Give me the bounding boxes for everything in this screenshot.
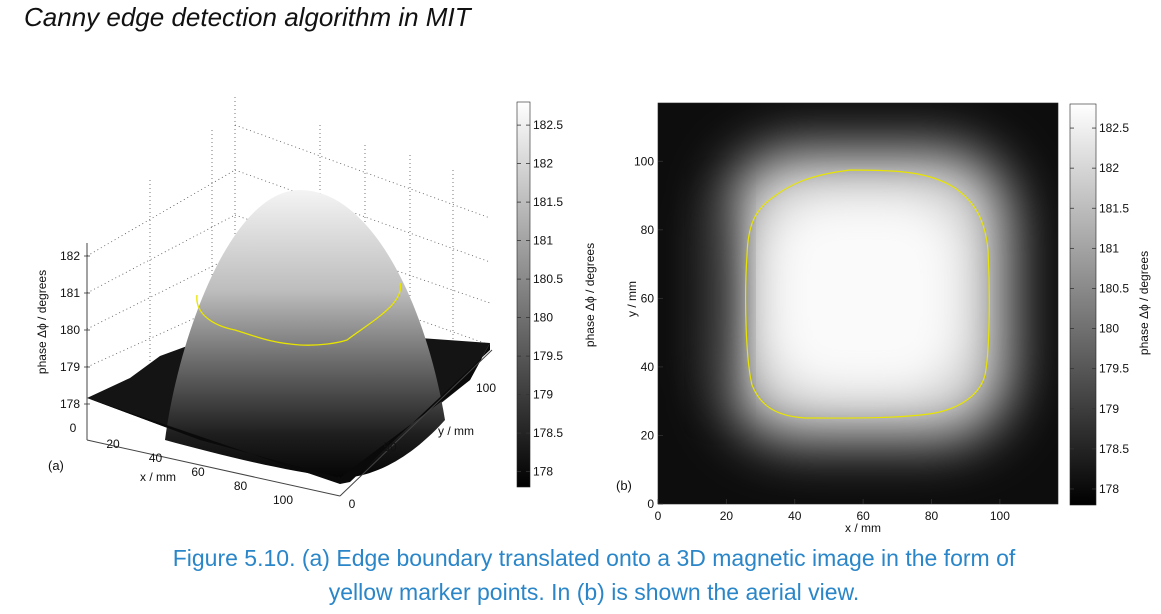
panel-label-a: (a) xyxy=(48,458,64,473)
colorbar-tick-label: 179 xyxy=(533,388,553,402)
y-tick-label: 100 xyxy=(634,154,654,168)
colorbar-tick-label: 182.5 xyxy=(1099,121,1129,135)
figure-caption-line1: Figure 5.10. (a) Edge boundary translate… xyxy=(172,545,1016,571)
colorbar-label-b: phase Δϕ / degrees xyxy=(1137,251,1151,355)
y-tick-label: 0 xyxy=(647,497,654,511)
z-tick-label: 179 xyxy=(60,360,80,374)
x-tick-label: 40 xyxy=(149,451,163,465)
y-axis-label-b: y / mm xyxy=(625,281,639,317)
surface-hill xyxy=(165,190,445,478)
colorbar-tick-label: 181 xyxy=(533,234,553,248)
colorbar-tick-label: 178.5 xyxy=(533,426,563,440)
z-tick-label: 181 xyxy=(60,286,80,300)
y-tick-label: 0 xyxy=(349,497,356,511)
colorbar-a xyxy=(516,101,531,488)
colorbar-tick-label: 179.5 xyxy=(533,349,563,363)
y-tick-label: 80 xyxy=(641,223,655,237)
plot-frame-b xyxy=(657,102,1059,505)
colorbar-tick-label: 182.5 xyxy=(533,118,563,132)
x-tick-label: 20 xyxy=(720,509,734,523)
colorbar-tick-label: 181.5 xyxy=(1099,201,1129,215)
x-tick-label: 100 xyxy=(273,493,293,507)
y-axis-label-a: y / mm xyxy=(438,424,474,438)
colorbar-tick-label: 180.5 xyxy=(533,272,563,286)
y-tick-label: 20 xyxy=(641,428,655,442)
x-tick-label: 0 xyxy=(655,509,662,523)
y-tick-label: 50 xyxy=(383,440,397,454)
colorbar-tick-label: 180.5 xyxy=(1099,281,1129,295)
colorbar-tick-label: 178 xyxy=(533,465,553,479)
x-tick-label: 20 xyxy=(106,437,120,451)
z-tick-label: 180 xyxy=(60,323,80,337)
x-tick-label: 60 xyxy=(856,509,870,523)
edge-contour-b xyxy=(745,169,990,419)
figure-caption-line2: yellow marker points. In (b) is shown th… xyxy=(328,579,860,605)
edge-contour-a xyxy=(196,282,402,346)
colorbar-tick-label: 179 xyxy=(1099,402,1119,416)
surface-plot-a: 178 179 180 181 182 0 20 40 60 80 100 0 50 100 phas… xyxy=(35,97,597,511)
z-tick-label: 178 xyxy=(60,397,80,411)
colorbar-tick-label: 182 xyxy=(1099,161,1119,175)
x-tick-label: 0 xyxy=(70,421,77,435)
x-tick-label: 40 xyxy=(788,509,802,523)
x-tick-label: 100 xyxy=(990,509,1010,523)
z-tick-label: 182 xyxy=(60,249,80,263)
z-axis-label-a: phase Δϕ / degrees xyxy=(35,270,49,374)
x-tick-label: 60 xyxy=(191,465,205,479)
x-tick-label: 80 xyxy=(925,509,939,523)
colorbar-tick-label: 180 xyxy=(1099,322,1119,336)
colorbar-tick-label: 178 xyxy=(1099,482,1119,496)
colorbar-tick-label: 181.5 xyxy=(533,195,563,209)
y-tick-label: 60 xyxy=(641,291,655,305)
x-axis-label-b: x / mm xyxy=(845,521,881,535)
x-axis-label-a: x / mm xyxy=(140,470,176,484)
colorbar-b xyxy=(1069,103,1097,506)
x-tick-label: 80 xyxy=(234,479,248,493)
panel-label-b: (b) xyxy=(616,478,632,493)
colorbar-tick-label: 179.5 xyxy=(1099,362,1129,376)
y-tick-label: 100 xyxy=(476,381,496,395)
x-axis xyxy=(86,439,341,497)
y-tick-label: 40 xyxy=(641,360,655,374)
y-axis xyxy=(339,349,493,497)
colorbar-tick-label: 178.5 xyxy=(1099,442,1129,456)
colorbar-label-a: phase Δϕ / degrees xyxy=(583,243,597,347)
colorbar-tick-label: 182 xyxy=(533,157,553,171)
slide-title: Canny edge detection algorithm in MIT xyxy=(24,2,471,32)
colorbar-tick-label: 180 xyxy=(533,311,553,325)
colorbar-tick-label: 181 xyxy=(1099,241,1119,255)
